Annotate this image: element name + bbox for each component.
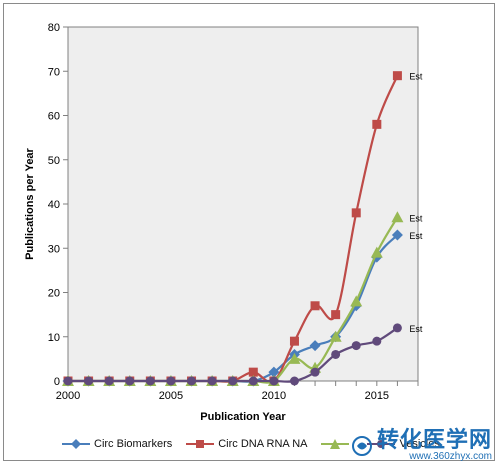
y-axis-title: Publications per Year [24, 147, 36, 259]
data-point [125, 376, 135, 386]
data-point [84, 376, 94, 386]
data-point [63, 376, 73, 386]
y-tick-label: 80 [48, 22, 60, 34]
data-point [166, 376, 176, 386]
data-point [391, 211, 404, 223]
legend-item: Vesicles [367, 438, 440, 450]
data-point [351, 341, 361, 351]
series-end-label: Est [409, 231, 423, 241]
data-point [104, 376, 114, 386]
chart-legend: Circ Biomarkers Circ DNA RNA NA Vesicles [62, 434, 440, 454]
data-point [350, 295, 363, 307]
y-tick-label: 0 [54, 376, 60, 388]
legend-swatch [321, 439, 350, 449]
data-point [372, 336, 382, 346]
data-point [207, 376, 217, 386]
data-point [331, 310, 341, 320]
legend-label: Vesicles [399, 438, 440, 450]
legend-item: Circ Biomarkers [62, 438, 172, 450]
data-point [248, 376, 258, 386]
series-end-label: Est [409, 72, 423, 82]
data-point [289, 336, 299, 346]
series-end-label: Est [409, 213, 423, 223]
legend-swatch [62, 439, 90, 449]
legend-marker [71, 439, 81, 449]
data-point [351, 208, 361, 218]
data-point [288, 352, 301, 364]
data-point [187, 376, 197, 386]
legend-marker [196, 440, 205, 448]
data-point [392, 71, 402, 81]
data-point [145, 376, 155, 386]
legend-item [321, 438, 353, 450]
y-tick-label: 50 [48, 155, 60, 167]
data-point [391, 229, 403, 241]
legend-swatch [367, 440, 396, 448]
legend-label: Circ DNA RNA NA [218, 438, 308, 450]
y-tick-label: 40 [48, 199, 60, 211]
y-tick-label: 30 [48, 243, 60, 255]
series-3: Est [63, 323, 423, 386]
data-point [392, 323, 402, 333]
data-point [370, 246, 383, 258]
data-point [372, 119, 382, 129]
data-point [289, 376, 299, 386]
y-tick-label: 20 [48, 288, 60, 300]
legend-marker [377, 440, 386, 448]
data-point [228, 376, 238, 386]
data-point [309, 340, 321, 352]
watermark-text: 转化医学网 [376, 427, 492, 452]
watermark: 转化医学网 www.360zhyx.com [351, 429, 492, 462]
watermark-logo-icon [351, 435, 372, 456]
watermark-url: www.360zhyx.com [409, 451, 492, 462]
legend-item: Circ DNA RNA NA [186, 438, 307, 450]
plot-area [67, 26, 419, 382]
series-end-label: Est [409, 324, 423, 334]
x-tick-label: 2015 [365, 390, 389, 402]
data-point [310, 367, 320, 377]
data-point [268, 366, 280, 378]
x-tick-label: 2010 [262, 390, 286, 402]
y-tick-label: 70 [48, 66, 60, 78]
x-tick-label: 2005 [159, 390, 183, 402]
data-point [269, 376, 279, 386]
x-axis-title: Publication Year [200, 411, 286, 423]
legend-swatch [186, 440, 215, 448]
data-point [248, 367, 258, 377]
x-tick-label: 2000 [56, 390, 80, 402]
legend-marker [330, 439, 341, 449]
data-point [310, 301, 320, 311]
legend-label: Circ Biomarkers [94, 438, 173, 450]
data-point [329, 330, 342, 342]
y-tick-label: 10 [48, 332, 60, 344]
data-point [331, 349, 341, 359]
y-tick-label: 60 [48, 111, 60, 123]
